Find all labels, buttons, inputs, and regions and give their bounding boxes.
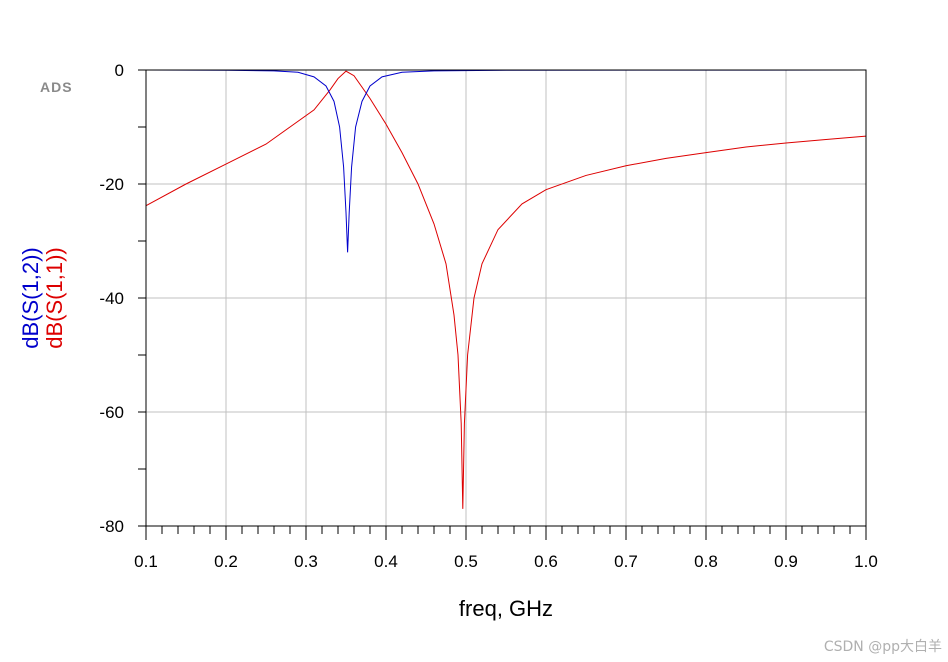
x-tick-label: 0.4 [374, 552, 398, 571]
series-line-s12 [145, 69, 867, 253]
x-tick-label: 0.6 [534, 552, 558, 571]
plot-area [145, 69, 867, 509]
x-tick-label: 1.0 [854, 552, 878, 571]
x-tick-label: 0.3 [294, 552, 318, 571]
x-tick-label: 0.9 [774, 552, 798, 571]
x-tick-label: 0.8 [694, 552, 718, 571]
y-tick-label: -80 [99, 517, 124, 536]
x-tick-label: 0.1 [134, 552, 158, 571]
y-axis-legend: dB(S(1,2)) dB(S(1,1)) [18, 247, 67, 348]
y-tick-label: 0 [115, 61, 124, 80]
x-tick-label: 0.7 [614, 552, 638, 571]
x-axis: 0.1 0.2 0.3 0.4 0.5 0.6 0.7 0.8 0.9 1.0 [134, 526, 878, 571]
ads-logo: ADS [40, 79, 73, 95]
x-tick-label: 0.5 [454, 552, 478, 571]
y-tick-label: -60 [99, 403, 124, 422]
x-axis-title: freq, GHz [459, 596, 553, 621]
x-tick-label: 0.2 [214, 552, 238, 571]
y-tick-label: -20 [99, 175, 124, 194]
y-axis: 0 -20 -40 -60 -80 [99, 61, 146, 536]
grid [146, 70, 866, 526]
watermark: CSDN @pp大白羊 [823, 639, 942, 655]
series-line-s11 [145, 70, 867, 509]
y-label-s12: dB(S(1,2)) [18, 247, 43, 348]
y-label-s11: dB(S(1,1)) [42, 247, 67, 348]
y-tick-label: -40 [99, 289, 124, 308]
